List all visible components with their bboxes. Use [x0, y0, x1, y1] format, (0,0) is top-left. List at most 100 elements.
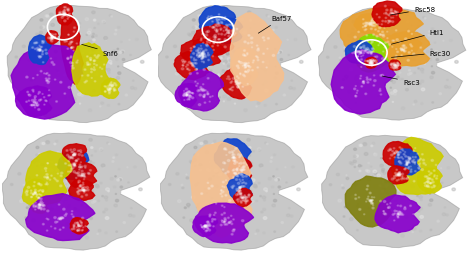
- Circle shape: [372, 63, 373, 64]
- Circle shape: [396, 66, 398, 68]
- Circle shape: [64, 8, 65, 9]
- Circle shape: [372, 64, 374, 66]
- Circle shape: [348, 206, 349, 207]
- Circle shape: [371, 200, 373, 201]
- Circle shape: [383, 14, 385, 15]
- Circle shape: [371, 50, 372, 51]
- Circle shape: [405, 190, 409, 193]
- Circle shape: [71, 160, 73, 162]
- Circle shape: [76, 150, 78, 152]
- Circle shape: [240, 181, 241, 182]
- Circle shape: [368, 62, 370, 63]
- Circle shape: [425, 165, 426, 166]
- Circle shape: [79, 23, 81, 25]
- Circle shape: [239, 83, 240, 84]
- Circle shape: [18, 173, 21, 175]
- Circle shape: [225, 195, 227, 196]
- Circle shape: [388, 44, 391, 46]
- Circle shape: [371, 15, 374, 18]
- Circle shape: [69, 61, 73, 64]
- Circle shape: [184, 207, 186, 209]
- Circle shape: [42, 206, 43, 207]
- Circle shape: [246, 165, 247, 166]
- Circle shape: [46, 141, 49, 143]
- Circle shape: [236, 169, 237, 170]
- Circle shape: [188, 207, 189, 208]
- Circle shape: [237, 183, 240, 185]
- Circle shape: [87, 57, 88, 58]
- Circle shape: [182, 65, 184, 67]
- Circle shape: [379, 185, 382, 187]
- Circle shape: [441, 168, 442, 169]
- Circle shape: [78, 57, 81, 60]
- Circle shape: [232, 155, 233, 156]
- Circle shape: [382, 190, 383, 192]
- Circle shape: [388, 150, 390, 152]
- Circle shape: [186, 95, 187, 96]
- Circle shape: [79, 186, 81, 188]
- Circle shape: [398, 161, 401, 163]
- Circle shape: [61, 58, 63, 59]
- Circle shape: [195, 104, 197, 106]
- Circle shape: [199, 164, 201, 166]
- Circle shape: [289, 87, 292, 90]
- Circle shape: [73, 226, 75, 227]
- Circle shape: [228, 36, 230, 38]
- Circle shape: [357, 43, 359, 45]
- Circle shape: [67, 153, 68, 154]
- Circle shape: [34, 80, 35, 81]
- Circle shape: [74, 155, 76, 156]
- Circle shape: [190, 92, 191, 93]
- Circle shape: [373, 52, 374, 53]
- Circle shape: [91, 78, 92, 79]
- Circle shape: [233, 154, 235, 156]
- Circle shape: [371, 54, 372, 55]
- Circle shape: [36, 34, 38, 36]
- Circle shape: [82, 217, 84, 219]
- Circle shape: [410, 205, 411, 207]
- Circle shape: [371, 21, 374, 23]
- Circle shape: [234, 23, 236, 25]
- Circle shape: [68, 35, 69, 36]
- Circle shape: [65, 168, 68, 170]
- Circle shape: [50, 14, 53, 16]
- Circle shape: [46, 182, 47, 183]
- Circle shape: [236, 194, 238, 196]
- Circle shape: [33, 77, 36, 80]
- Circle shape: [101, 164, 105, 167]
- Circle shape: [81, 189, 83, 191]
- Circle shape: [245, 54, 246, 55]
- Polygon shape: [179, 71, 224, 112]
- Circle shape: [96, 186, 99, 188]
- Circle shape: [220, 30, 221, 31]
- Circle shape: [360, 76, 362, 77]
- Circle shape: [26, 77, 28, 79]
- Circle shape: [262, 62, 264, 64]
- Circle shape: [247, 12, 251, 15]
- Polygon shape: [56, 5, 73, 26]
- Circle shape: [108, 88, 110, 90]
- Circle shape: [190, 69, 193, 72]
- Circle shape: [228, 185, 230, 188]
- Circle shape: [408, 164, 410, 166]
- Circle shape: [118, 169, 120, 170]
- Circle shape: [227, 33, 229, 34]
- Circle shape: [73, 225, 75, 227]
- Circle shape: [109, 84, 112, 86]
- Circle shape: [61, 17, 64, 19]
- Circle shape: [223, 43, 225, 45]
- Circle shape: [43, 205, 45, 207]
- Circle shape: [383, 78, 386, 81]
- Circle shape: [203, 62, 204, 63]
- Circle shape: [25, 217, 27, 218]
- Circle shape: [84, 159, 88, 162]
- Circle shape: [71, 48, 72, 49]
- Circle shape: [371, 53, 373, 54]
- Circle shape: [82, 190, 83, 191]
- Circle shape: [46, 43, 47, 44]
- Circle shape: [83, 191, 84, 192]
- Circle shape: [392, 81, 395, 84]
- Circle shape: [73, 171, 75, 173]
- Circle shape: [204, 94, 206, 96]
- Circle shape: [245, 183, 247, 184]
